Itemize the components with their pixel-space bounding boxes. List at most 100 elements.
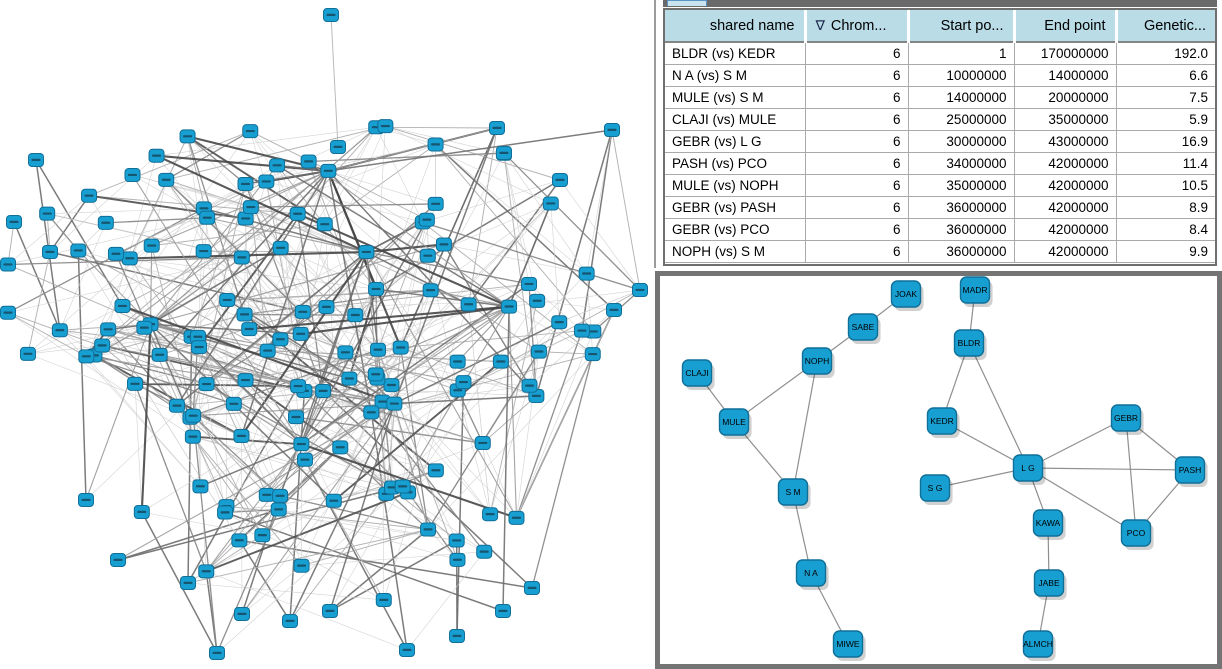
- column-header-start-position[interactable]: Start po...: [908, 10, 1016, 43]
- dense-network-node[interactable]: [191, 340, 208, 355]
- dense-network-node[interactable]: [269, 158, 286, 173]
- dense-network-node[interactable]: [293, 558, 310, 573]
- dense-network-node[interactable]: [368, 282, 385, 297]
- dense-network-node[interactable]: [124, 168, 141, 183]
- dense-network-node[interactable]: [455, 375, 472, 390]
- dense-network-node[interactable]: [578, 266, 595, 281]
- network-node-kawa[interactable]: KAWA: [1032, 509, 1066, 540]
- table-cell[interactable]: 8.4: [1115, 218, 1215, 241]
- table-row[interactable]: MULE (vs) NOPH 6 35000000 42000000 10.5: [665, 174, 1215, 197]
- table-row[interactable]: MULE (vs) S M 6 14000000 20000000 7.5: [665, 86, 1215, 109]
- edge-name-cell[interactable]: BLDR (vs) KEDR: [665, 41, 806, 65]
- subnetwork-canvas[interactable]: JOAK MADR SABE BLDR NOPH CLAJI MULE KEDR GEBR L G…: [660, 276, 1217, 664]
- dense-network-node[interactable]: [419, 248, 436, 263]
- dense-network-node[interactable]: [70, 243, 87, 258]
- dense-network-node[interactable]: [383, 378, 400, 393]
- network-node-s-g[interactable]: S G: [919, 474, 953, 505]
- table-tab-stub[interactable]: [667, 0, 707, 6]
- dense-network-node[interactable]: [606, 303, 622, 317]
- dense-network-node[interactable]: [192, 479, 209, 494]
- table-row[interactable]: NOPH (vs) S M 6 36000000 42000000 9.9: [665, 240, 1215, 263]
- dense-network-node[interactable]: [0, 305, 16, 320]
- dense-network-node[interactable]: [290, 379, 307, 394]
- dense-network-node[interactable]: [292, 326, 309, 341]
- table-cell[interactable]: 35000000: [907, 174, 1015, 197]
- table-cell[interactable]: 43000000: [1013, 130, 1117, 153]
- dense-network-node[interactable]: [258, 487, 275, 502]
- table-cell[interactable]: 11.4: [1115, 152, 1215, 175]
- dense-network-node[interactable]: [241, 322, 258, 337]
- table-cell[interactable]: 35000000: [1013, 108, 1117, 131]
- dense-network-node[interactable]: [259, 343, 276, 358]
- network-node-gebr[interactable]: GEBR: [1110, 404, 1144, 435]
- edge-name-cell[interactable]: CLAJI (vs) MULE: [665, 108, 806, 131]
- dense-network-node[interactable]: [199, 210, 216, 225]
- dense-network-node[interactable]: [399, 643, 415, 657]
- table-row[interactable]: BLDR (vs) KEDR 6 1 170000000 192.0: [665, 41, 1215, 65]
- table-cell[interactable]: 14000000: [907, 86, 1015, 109]
- network-node-sabe[interactable]: SABE: [847, 313, 881, 344]
- dense-network-node[interactable]: [78, 349, 95, 364]
- dense-network-node[interactable]: [375, 593, 392, 607]
- table-cell[interactable]: 42000000: [1013, 196, 1117, 219]
- table-cell[interactable]: 25000000: [907, 108, 1015, 131]
- dense-network-node[interactable]: [195, 244, 212, 259]
- dense-network-node[interactable]: [148, 148, 165, 163]
- dense-network-node[interactable]: [289, 206, 306, 221]
- dense-network-node[interactable]: [294, 304, 311, 319]
- dense-network-node[interactable]: [367, 367, 384, 382]
- network-node-bldr[interactable]: BLDR: [953, 329, 987, 360]
- dense-network-node[interactable]: [482, 507, 499, 522]
- dense-network-node[interactable]: [370, 342, 387, 357]
- dense-network-node[interactable]: [330, 140, 346, 154]
- network-node-l-g[interactable]: L G: [1012, 454, 1046, 485]
- table-row[interactable]: N A (vs) S M 6 10000000 14000000 6.6: [665, 64, 1215, 87]
- dense-network-node[interactable]: [501, 299, 518, 314]
- dense-network-node[interactable]: [460, 297, 477, 312]
- column-header-genetic[interactable]: Genetic...: [1116, 10, 1215, 43]
- dense-network-node[interactable]: [332, 440, 349, 455]
- dense-network-node[interactable]: [158, 172, 175, 187]
- dense-network-node[interactable]: [78, 493, 94, 507]
- dense-network-node[interactable]: [492, 354, 509, 369]
- table-row[interactable]: PASH (vs) PCO 6 34000000 42000000 11.4: [665, 152, 1215, 175]
- dense-network-node[interactable]: [39, 206, 56, 221]
- table-cell[interactable]: 6: [804, 174, 909, 197]
- table-cell[interactable]: 6: [804, 41, 909, 65]
- dense-network-node[interactable]: [337, 345, 354, 360]
- subnetwork-edge[interactable]: [1027, 417, 1127, 469]
- dense-network-node[interactable]: [449, 629, 465, 643]
- dense-network-node[interactable]: [198, 377, 215, 392]
- network-node-madr[interactable]: MADR: [959, 276, 993, 307]
- dense-network-node[interactable]: [133, 504, 150, 519]
- table-cell[interactable]: 30000000: [907, 130, 1015, 153]
- column-header-shared-name[interactable]: shared name: [665, 10, 807, 43]
- edge-name-cell[interactable]: PASH (vs) PCO: [665, 152, 806, 175]
- dense-network-node[interactable]: [296, 452, 313, 467]
- table-cell[interactable]: 14000000: [1013, 64, 1117, 87]
- dense-network-node[interactable]: [427, 137, 444, 152]
- dense-network-node[interactable]: [94, 338, 111, 353]
- dense-network-node[interactable]: [258, 174, 275, 189]
- dense-network-node[interactable]: [282, 614, 298, 628]
- table-cell[interactable]: 170000000: [1013, 41, 1117, 65]
- dense-network-node[interactable]: [542, 196, 559, 211]
- dense-network-node[interactable]: [19, 346, 36, 361]
- table-row[interactable]: CLAJI (vs) MULE 6 25000000 35000000 5.9: [665, 108, 1215, 131]
- dense-network-node[interactable]: [521, 378, 538, 393]
- network-node-claji[interactable]: CLAJI: [681, 359, 715, 390]
- dense-network-node[interactable]: [272, 332, 289, 347]
- dense-network-node[interactable]: [121, 251, 138, 266]
- table-cell[interactable]: 36000000: [907, 218, 1015, 241]
- dense-network-node[interactable]: [234, 607, 250, 621]
- dense-network-node[interactable]: [242, 200, 259, 215]
- dense-network-node[interactable]: [377, 119, 394, 134]
- table-cell[interactable]: 9.9: [1115, 240, 1215, 263]
- subnetwork-edge[interactable]: [792, 360, 818, 493]
- edge-name-cell[interactable]: MULE (vs) S M: [665, 86, 806, 109]
- dense-network-node[interactable]: [474, 436, 491, 451]
- table-cell[interactable]: 192.0: [1115, 41, 1215, 65]
- dense-network-node[interactable]: [233, 428, 250, 443]
- table-cell[interactable]: 5.9: [1115, 108, 1215, 131]
- subnetwork-panel[interactable]: JOAK MADR SABE BLDR NOPH CLAJI MULE KEDR GEBR L G…: [655, 271, 1222, 669]
